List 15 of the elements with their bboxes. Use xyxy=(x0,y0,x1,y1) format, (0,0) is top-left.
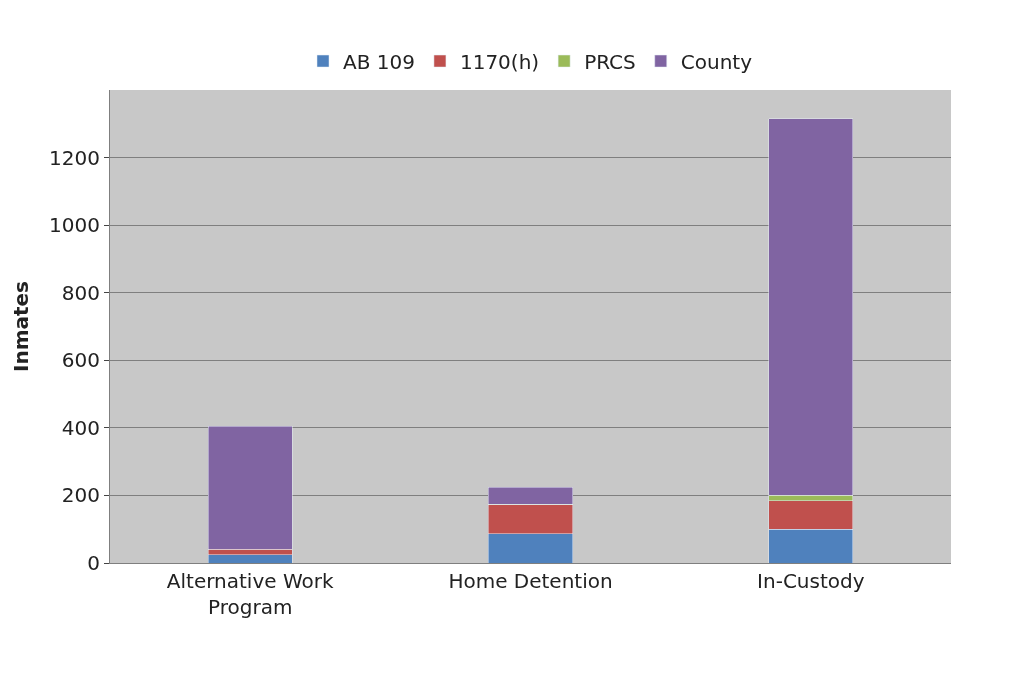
legend-label: AB 109 xyxy=(343,49,415,74)
y-tick-label: 400 xyxy=(61,415,100,440)
y-axis-title: Inmates xyxy=(8,280,33,373)
x-tick-label: Alternative Work Program xyxy=(166,569,334,619)
y-tick-label: 800 xyxy=(61,280,100,305)
y-tick-label: 200 xyxy=(61,483,100,508)
y-tick-label: 1200 xyxy=(49,145,100,170)
y-tick-label: 600 xyxy=(61,348,100,373)
y-tick-label: 0 xyxy=(87,551,100,575)
x-tick-label: In-Custody xyxy=(757,569,865,593)
legend-label: 1170(h) xyxy=(459,49,540,74)
y-tick-label: 1000 xyxy=(49,213,100,238)
legend-label: PRCS xyxy=(584,49,636,74)
x-tick-label: Home Detention xyxy=(448,569,613,593)
legend-label: County xyxy=(680,49,753,74)
